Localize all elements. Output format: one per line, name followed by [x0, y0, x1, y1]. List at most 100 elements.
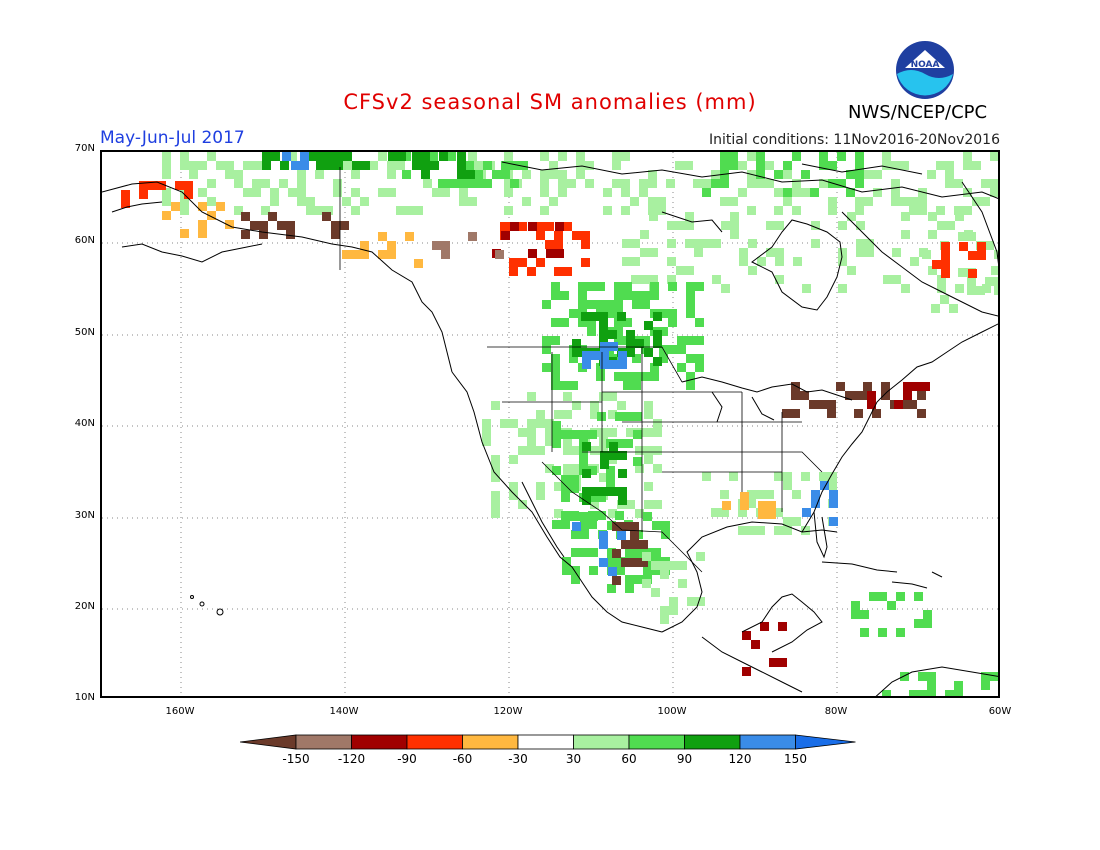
anomaly-cell	[542, 300, 551, 309]
lon-label-160w: 160W	[165, 706, 195, 717]
anomaly-cell	[792, 179, 801, 188]
anomaly-cell	[657, 206, 666, 215]
anomaly-cell	[616, 557, 625, 566]
anomaly-cell	[618, 351, 627, 360]
anomaly-cell	[561, 484, 570, 493]
anomaly-cell	[837, 179, 846, 188]
anomaly-cell	[262, 161, 271, 170]
anomaly-cell	[324, 206, 333, 215]
anomaly-cell	[756, 526, 765, 535]
anomaly-cell	[652, 566, 661, 575]
anomaly-cell	[854, 409, 863, 418]
anomaly-cell	[510, 179, 519, 188]
anomaly-cell	[536, 231, 545, 240]
agency-label: NWS/NCEP/CPC	[848, 102, 988, 123]
anomaly-cell	[648, 170, 657, 179]
anomaly-cell	[599, 540, 608, 549]
anomaly-cell	[614, 372, 623, 381]
anomaly-cell	[801, 188, 810, 197]
anomaly-cell	[990, 179, 998, 188]
anomaly-cell	[917, 409, 926, 418]
anomaly-cell	[730, 212, 739, 221]
anomaly-cell	[685, 266, 694, 275]
anomaly-cell	[778, 658, 787, 667]
anomaly-cell	[225, 161, 234, 170]
anomaly-cell	[608, 330, 617, 339]
anomaly-cell	[747, 206, 756, 215]
initial-conditions: Initial conditions: 11Nov2016-20Nov2016	[709, 132, 1000, 148]
anomaly-cell	[838, 248, 847, 257]
anomaly-cell	[720, 179, 729, 188]
anomaly-cell	[546, 249, 555, 258]
anomaly-cell	[649, 275, 658, 284]
anomaly-cell	[241, 212, 250, 221]
lat-label-40n: 40N	[74, 418, 95, 429]
anomaly-cell	[847, 266, 856, 275]
anomaly-cell	[675, 161, 684, 170]
anomaly-cell	[976, 286, 985, 295]
anomaly-cell	[854, 391, 863, 400]
anomaly-cell	[963, 161, 972, 170]
anomaly-cell	[397, 152, 406, 161]
anomaly-cell	[928, 230, 937, 239]
anomaly-cell	[940, 295, 949, 304]
anomaly-cell	[878, 592, 887, 601]
anomaly-cell	[360, 241, 369, 250]
anomaly-cell	[652, 521, 661, 530]
anomaly-cell	[551, 363, 560, 372]
anomaly-cell	[622, 257, 631, 266]
anomaly-cell	[927, 170, 936, 179]
anomaly-cell	[495, 250, 504, 259]
anomaly-cell	[297, 179, 306, 188]
anomaly-cell	[791, 382, 800, 391]
lat-label-20n: 20N	[74, 601, 95, 612]
colorbar-cell	[240, 734, 297, 750]
anomaly-cell	[756, 152, 765, 161]
anomaly-cell	[783, 481, 792, 490]
anomaly-cell	[562, 566, 571, 575]
anomaly-cell	[216, 202, 225, 211]
anomaly-cell	[456, 179, 465, 188]
anomaly-cell	[923, 610, 932, 619]
anomaly-cell	[878, 628, 887, 637]
lon-label-100w: 100W	[657, 706, 687, 717]
anomaly-cell	[491, 401, 500, 410]
anomaly-cell	[536, 410, 545, 419]
colorbar-cell	[739, 734, 796, 750]
map-title: CFSv2 seasonal SM anomalies (mm)	[0, 90, 1100, 114]
anomaly-cell	[729, 472, 738, 481]
anomaly-cell	[581, 312, 590, 321]
anomaly-cell	[818, 400, 827, 409]
anomaly-cell	[405, 206, 414, 215]
anomaly-cell	[542, 345, 551, 354]
anomaly-cell	[552, 430, 561, 439]
anomaly-cell	[644, 410, 653, 419]
colorbar-tick-label: -60	[452, 752, 473, 766]
anomaly-cell	[243, 188, 252, 197]
anomaly-cell	[865, 248, 874, 257]
anomaly-cell	[936, 161, 945, 170]
anomaly-cell	[918, 197, 927, 206]
anomaly-cell	[686, 300, 695, 309]
anomaly-cell	[653, 446, 662, 455]
anomaly-cell	[621, 522, 630, 531]
anomaly-cell	[616, 566, 625, 575]
anomaly-cell	[846, 188, 855, 197]
anomaly-cell	[518, 258, 527, 267]
anomaly-cell	[509, 267, 518, 276]
anomaly-cell	[441, 250, 450, 259]
anomaly-cell	[801, 472, 810, 481]
anomaly-cell	[581, 258, 590, 267]
anomaly-cell	[819, 472, 828, 481]
anomaly-cell	[571, 575, 580, 584]
anomaly-cell	[650, 291, 659, 300]
logo: NOAA	[895, 40, 955, 100]
anomaly-cell	[892, 248, 901, 257]
anomaly-cell	[618, 469, 627, 478]
anomaly-cell	[621, 188, 630, 197]
anomaly-cell	[562, 557, 571, 566]
colorbar-tick-label: 90	[676, 752, 693, 766]
anomaly-cell	[270, 188, 279, 197]
anomaly-cell	[792, 517, 801, 526]
anomaly-cell	[694, 248, 703, 257]
